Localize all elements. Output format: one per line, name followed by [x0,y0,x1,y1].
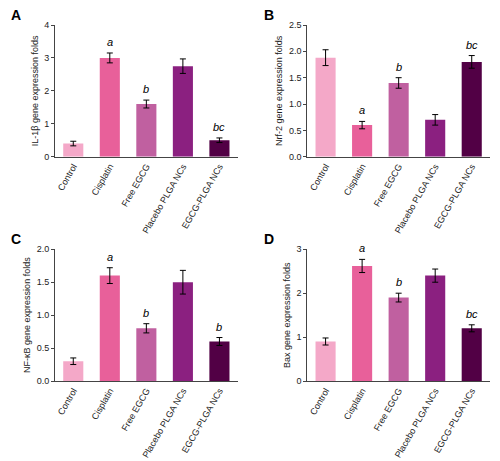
svg-text:Placebo PLGA NCs: Placebo PLGA NCs [393,162,441,235]
svg-text:Free EGCG: Free EGCG [372,387,404,433]
svg-text:1: 1 [296,332,301,342]
svg-text:1: 1 [44,119,49,129]
svg-text:2.0: 2.0 [289,46,302,56]
svg-text:Control: Control [56,162,79,192]
svg-text:Placebo PLGA NCs: Placebo PLGA NCs [141,386,189,459]
svg-text:b: b [143,307,149,319]
svg-text:b: b [396,61,402,73]
svg-text:Control: Control [308,387,331,417]
svg-text:a: a [107,36,113,48]
svg-text:2.5: 2.5 [289,20,302,30]
svg-text:D: D [264,231,274,247]
svg-text:Free EGCG: Free EGCG [372,162,404,208]
svg-text:Control: Control [56,387,79,417]
svg-text:Free EGCG: Free EGCG [120,162,152,208]
svg-text:Nrf-2 gene expression folds: Nrf-2 gene expression folds [274,35,284,146]
svg-text:0.5: 0.5 [289,126,302,136]
svg-text:3: 3 [296,244,301,254]
svg-text:bc: bc [466,308,478,320]
svg-text:Bax gene expression folds: Bax gene expression folds [282,262,292,368]
svg-text:1.0: 1.0 [37,310,50,320]
svg-text:EGCG-PLGA NCs: EGCG-PLGA NCs [180,162,225,231]
svg-text:Control: Control [308,162,331,192]
svg-text:0.0: 0.0 [289,152,302,162]
svg-text:a: a [359,242,365,254]
svg-text:1.5: 1.5 [37,277,50,287]
svg-text:2: 2 [44,86,49,96]
svg-text:EGCG-PLGA NCs: EGCG-PLGA NCs [180,386,225,455]
svg-text:1.0: 1.0 [289,99,302,109]
svg-text:2.0: 2.0 [37,244,50,254]
svg-text:Cisplatin: Cisplatin [342,387,368,422]
svg-text:Cisplatin: Cisplatin [342,162,368,197]
svg-text:1.5: 1.5 [289,73,302,83]
svg-text:0.0: 0.0 [37,376,50,386]
svg-text:EGCG-PLGA NCs: EGCG-PLGA NCs [432,162,477,231]
svg-text:C: C [11,231,21,247]
svg-text:bc: bc [213,121,225,133]
svg-text:0: 0 [296,376,301,386]
svg-text:0.5: 0.5 [37,343,50,353]
svg-text:3: 3 [44,53,49,63]
svg-text:b: b [216,321,222,333]
svg-text:Placebo PLGA NCs: Placebo PLGA NCs [141,162,189,235]
svg-text:A: A [11,7,21,23]
svg-text:bc: bc [466,39,478,51]
svg-text:IL-1β gene expression folds: IL-1β gene expression folds [30,35,40,146]
svg-text:EGCG-PLGA NCs: EGCG-PLGA NCs [432,386,477,455]
svg-text:a: a [107,251,113,263]
svg-text:b: b [396,276,402,288]
svg-text:a: a [359,104,365,116]
svg-text:b: b [143,83,149,95]
svg-text:2: 2 [296,288,301,298]
svg-text:Free EGCG: Free EGCG [120,387,152,433]
svg-text:B: B [264,7,274,23]
svg-text:NF-κB gene expression folds: NF-κB gene expression folds [22,257,32,373]
svg-text:Placebo PLGA NCs: Placebo PLGA NCs [393,386,441,459]
svg-text:Cisplatin: Cisplatin [90,162,116,197]
svg-text:4: 4 [44,20,49,30]
svg-text:Cisplatin: Cisplatin [90,387,116,422]
svg-text:0: 0 [44,152,49,162]
